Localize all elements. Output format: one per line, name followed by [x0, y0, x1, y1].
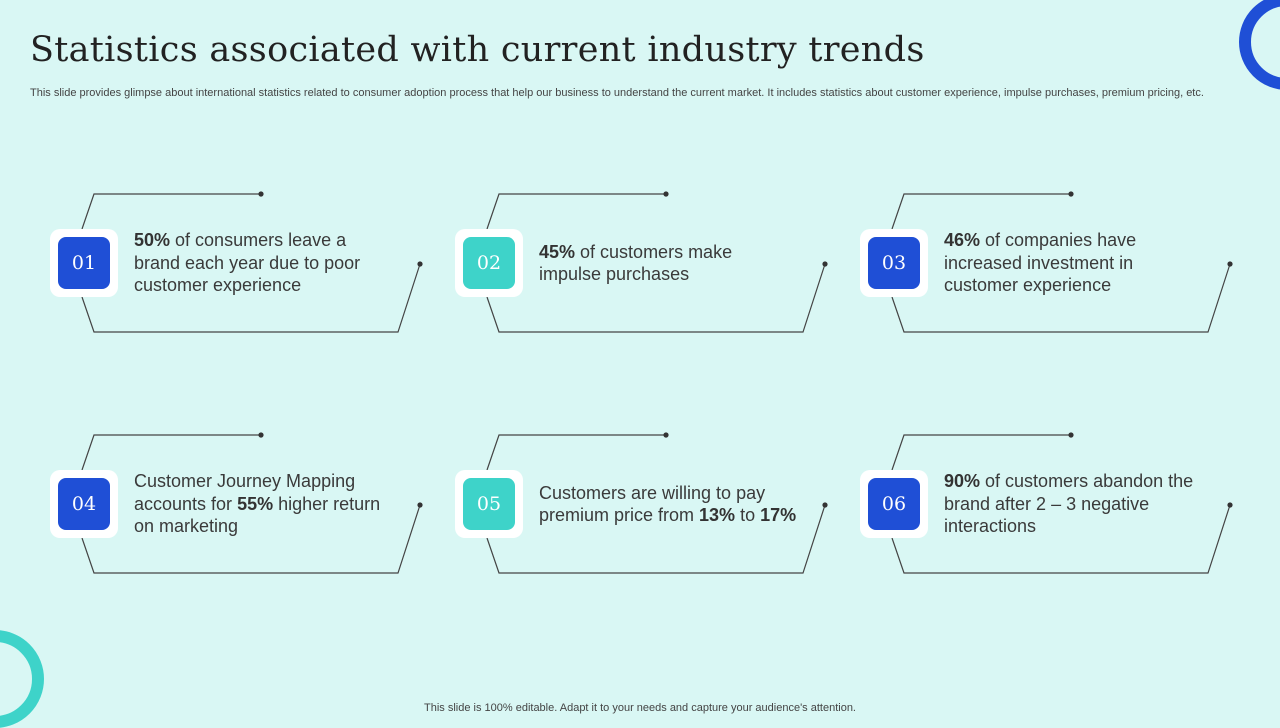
stat-phrase: of customers make impulse purchases: [539, 241, 733, 285]
card-frame-lines: [486, 432, 828, 574]
stat-text-content: 46% of companies have increased investme…: [944, 229, 1204, 297]
card-frame-lines: [891, 191, 1233, 333]
stat-highlight: 46%: [944, 230, 981, 251]
stat-highlight: 55%: [237, 493, 274, 514]
stat-highlight: 90%: [944, 471, 981, 492]
number-badge: 05: [463, 478, 515, 530]
line-end-dot: [1068, 191, 1074, 197]
number-badge: 04: [58, 478, 110, 530]
stat-highlight: 17%: [760, 505, 797, 525]
stat-text-content: Customer Journey Mapping accounts for 55…: [134, 470, 394, 538]
line-end-dot: [1227, 261, 1233, 267]
number-badge: 02: [463, 237, 515, 289]
footer-note: This slide is 100% editable. Adapt it to…: [424, 702, 856, 714]
stat-text: 90% of customers abandon the brand after…: [944, 469, 1204, 539]
stat-card-04: 04 Customer Journey Mapping accounts for …: [50, 432, 440, 584]
number-badge-frame: 02: [455, 229, 523, 297]
number-badge-frame: 05: [455, 470, 523, 538]
stat-text: 46% of companies have increased investme…: [944, 228, 1204, 298]
page-title: Statistics associated with current indus…: [30, 30, 925, 70]
line-end-dot: [1227, 502, 1233, 508]
card-frame-lines: [81, 191, 423, 333]
number-badge: 01: [58, 237, 110, 289]
line-end-dot: [417, 261, 423, 267]
stat-card-01: 01 50% of consumers leave a brand each ye…: [50, 191, 440, 343]
number-badge-frame: 03: [860, 229, 928, 297]
stat-highlight: 13%: [699, 505, 736, 525]
stat-text: Customer Journey Mapping accounts for 55…: [134, 469, 394, 539]
card-frame-lines: [486, 191, 828, 333]
number-badge: 06: [868, 478, 920, 530]
line-end-dot: [822, 502, 828, 508]
stat-text: Customers are willing to pay premium pri…: [539, 469, 799, 539]
number-badge-frame: 01: [50, 229, 118, 297]
stat-phrase: higher return on marketing: [134, 493, 381, 537]
stat-phrase: of customers abandon the brand after 2 –…: [944, 471, 1194, 537]
number-badge: 03: [868, 237, 920, 289]
card-frame-lines: [891, 432, 1233, 574]
stat-card-02: 02 45% of customers make impulse purchase…: [455, 191, 845, 343]
number-badge-frame: 06: [860, 470, 928, 538]
stat-text: 45% of customers make impulse purchases: [539, 228, 799, 298]
line-end-dot: [258, 432, 264, 438]
stat-text: 50% of consumers leave a brand each year…: [134, 228, 394, 298]
card-frame-lines: [81, 432, 423, 574]
stat-phrase: Customer Journey Mapping accounts for: [134, 471, 356, 514]
stat-highlight: 50%: [134, 230, 171, 251]
stat-text-content: Customers are willing to pay premium pri…: [539, 482, 799, 527]
stat-highlight: 45%: [539, 241, 576, 262]
stat-card-06: 06 90% of customers abandon the brand aft…: [860, 432, 1250, 584]
line-end-dot: [822, 261, 828, 267]
stat-phrase: of consumers leave a brand each year due…: [134, 230, 361, 296]
stat-phrase: Customers are willing to pay premium pri…: [539, 482, 766, 526]
stat-phrase: of companies have increased investment i…: [944, 230, 1137, 296]
stat-card-05: 05 Customers are willing to pay premium p…: [455, 432, 845, 584]
stat-text-content: 45% of customers make impulse purchases: [539, 241, 799, 286]
line-end-dot: [417, 502, 423, 508]
page-subtitle: This slide provides glimpse about intern…: [30, 87, 1204, 99]
stat-phrase: to: [735, 505, 761, 525]
line-end-dot: [663, 432, 669, 438]
decorative-ring-top-right: [1239, 0, 1280, 90]
line-end-dot: [663, 191, 669, 197]
stat-text-content: 50% of consumers leave a brand each year…: [134, 229, 394, 297]
stat-text-content: 90% of customers abandon the brand after…: [944, 470, 1204, 538]
line-end-dot: [258, 191, 264, 197]
stat-card-03: 03 46% of companies have increased invest…: [860, 191, 1250, 343]
number-badge-frame: 04: [50, 470, 118, 538]
line-end-dot: [1068, 432, 1074, 438]
